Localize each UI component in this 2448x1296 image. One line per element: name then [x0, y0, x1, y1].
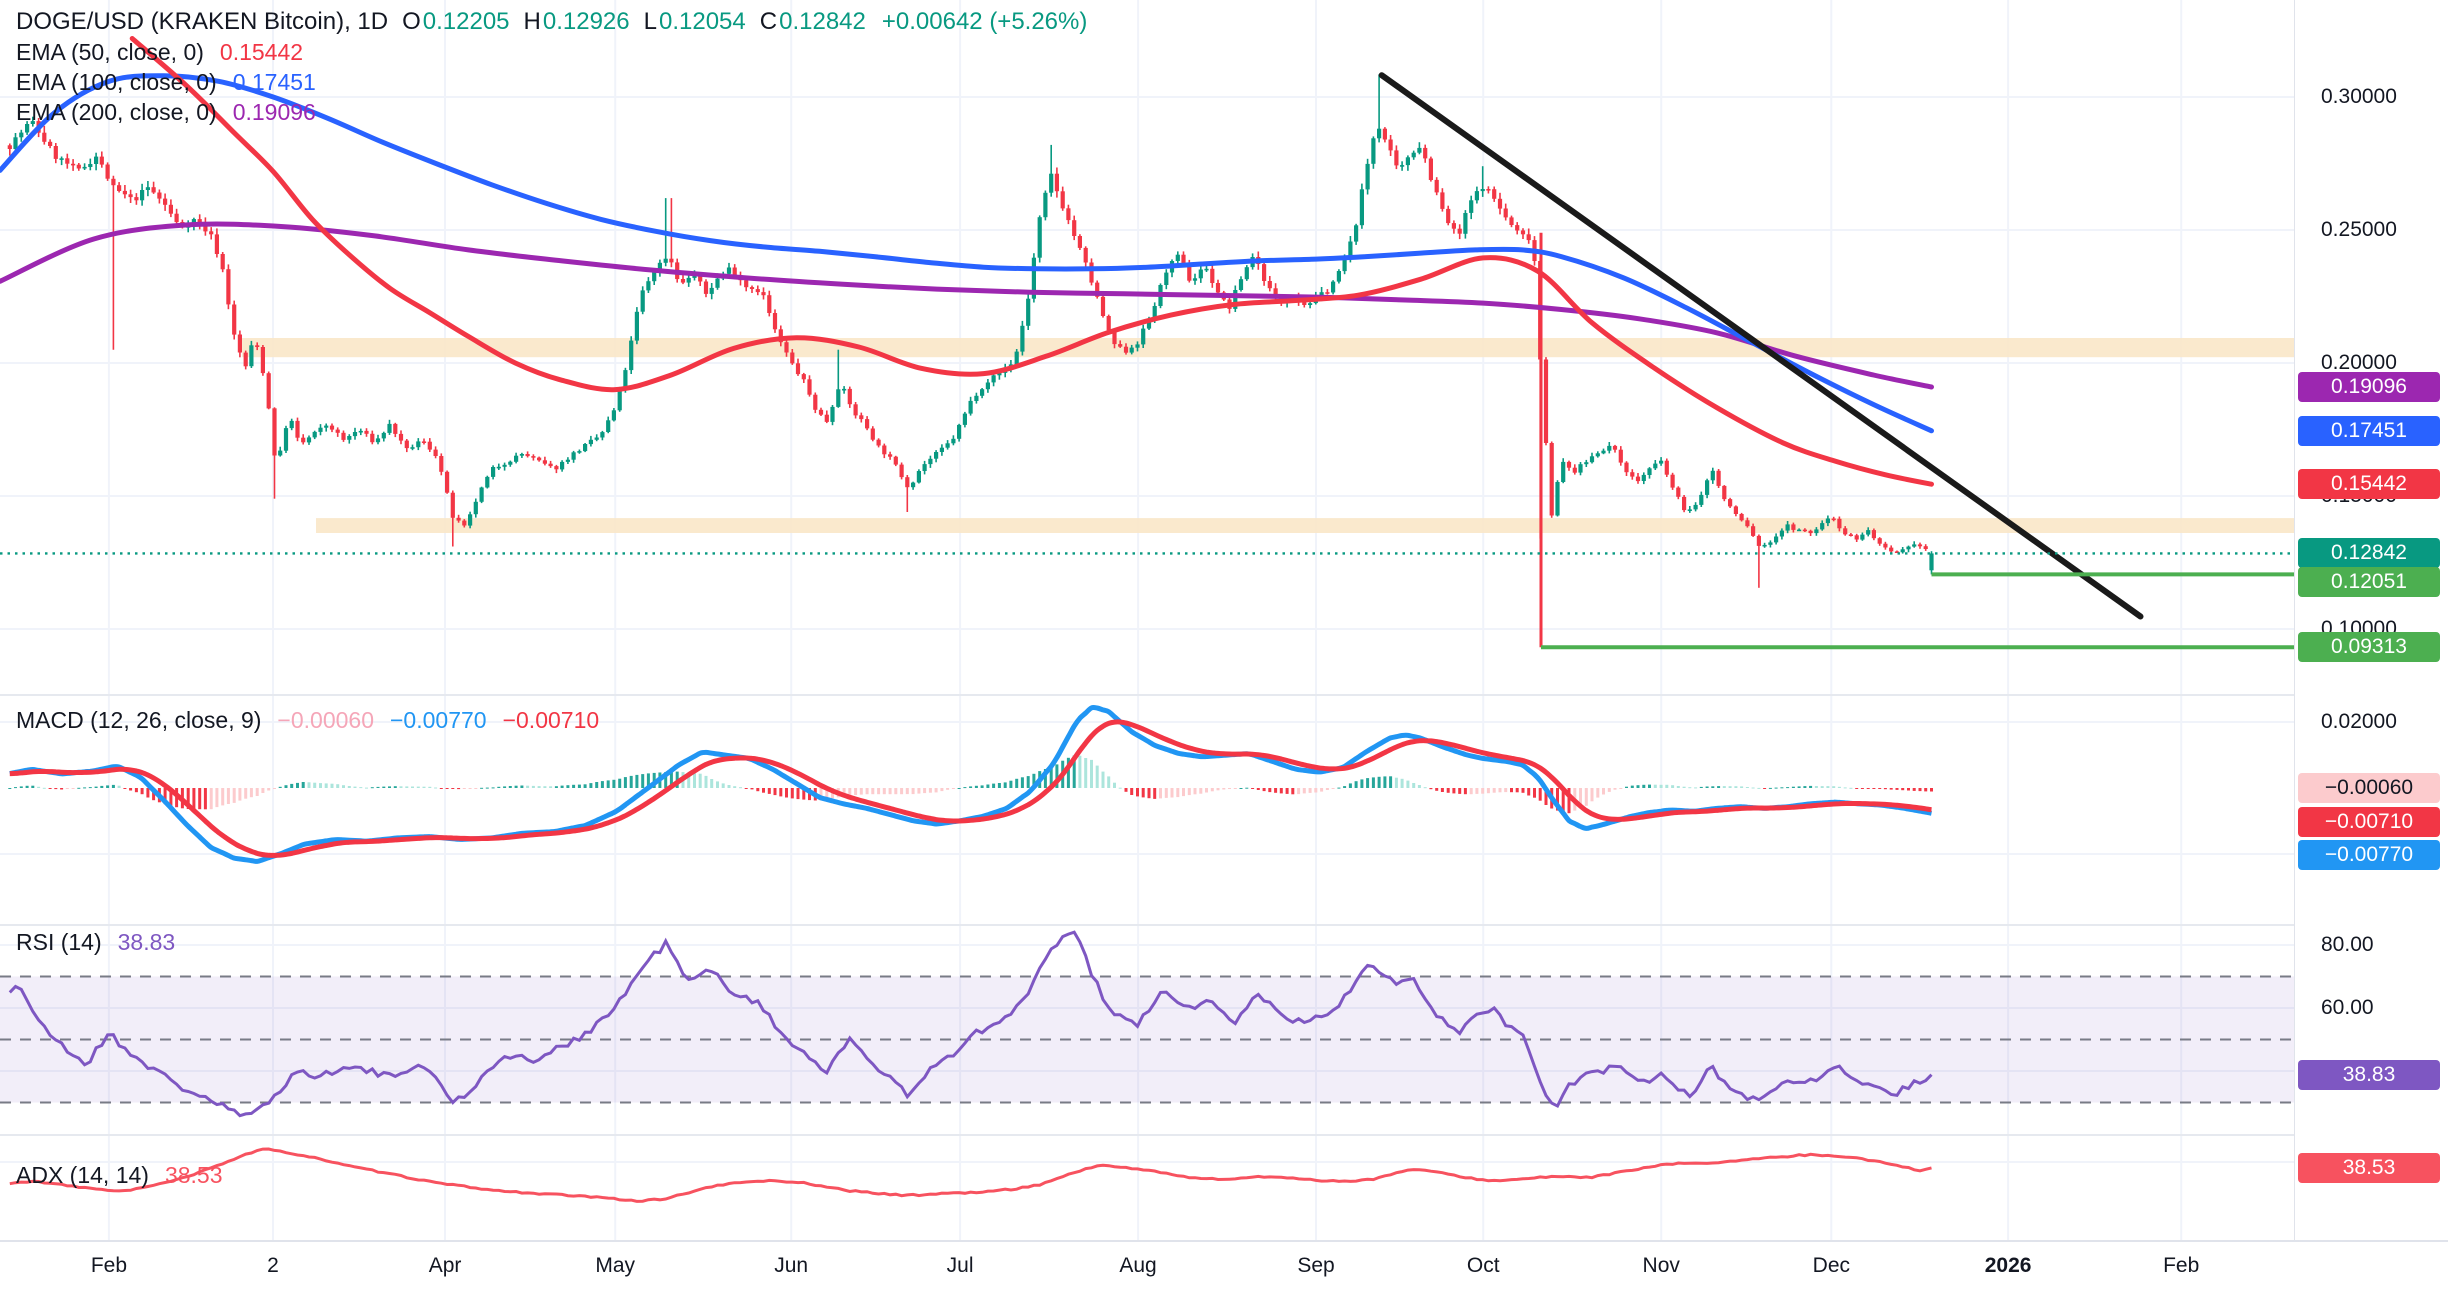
- price-badge: 0.19096: [2298, 372, 2440, 403]
- symbol-row: DOGE/USD (KRAKEN Bitcoin), 1D O0.12205 H0…: [16, 8, 1087, 36]
- adx-label: ADX (14, 14): [16, 1162, 149, 1188]
- time-axis-label: Jul: [946, 1254, 974, 1277]
- time-axis-label: Oct: [1466, 1254, 1500, 1277]
- gridlines: [0, 0, 2295, 1240]
- ema50-line: [129, 36, 1934, 487]
- time-axis-label: Apr: [428, 1254, 462, 1277]
- price-badge: 0.17451: [2298, 415, 2440, 446]
- macd-badge: −0.00770: [2298, 840, 2440, 870]
- ohlc-letter: O: [402, 8, 421, 35]
- macd-histogram: [8, 755, 1933, 814]
- macd-value: −0.00710: [502, 707, 600, 733]
- ohlc-letter: H: [523, 8, 541, 35]
- ohlc-value: 0.12842: [779, 8, 866, 35]
- time-axis-label: Feb: [90, 1254, 128, 1277]
- price-badge: 0.09313: [2298, 632, 2440, 663]
- adx-value: 38.53: [164, 1162, 223, 1188]
- ema200-line: [0, 221, 1934, 390]
- ema200-value: 0.19096: [232, 99, 316, 125]
- macd-value: −0.00060: [277, 707, 374, 733]
- price-badge: 0.12842: [2298, 538, 2440, 569]
- price-axis-label: 0.20000: [2321, 351, 2397, 374]
- ohlc-values: O0.12205 H0.12926 L0.12054 C0.12842: [388, 8, 866, 36]
- ema50-label: EMA (50, close, 0): [16, 39, 204, 65]
- macd-badge: −0.00710: [2298, 807, 2440, 837]
- ema100-value: 0.17451: [232, 69, 316, 95]
- price-badge: 0.15442: [2298, 469, 2440, 500]
- time-axis-label: 2: [267, 1254, 279, 1277]
- macd-legend[interactable]: MACD (12, 26, close, 9) −0.00060 −0.00770…: [16, 707, 599, 734]
- macd-badge: −0.00060: [2298, 773, 2440, 803]
- ohlc-letter: C: [759, 8, 778, 35]
- rsi-line: [8, 930, 1933, 1118]
- ema50-value: 0.15442: [219, 39, 304, 65]
- time-axis-label: May: [595, 1254, 636, 1277]
- macd-value: −0.00770: [390, 707, 487, 733]
- price-scale[interactable]: 0.300000.250000.200000.150000.100000.020…: [2295, 0, 2448, 1240]
- ohlc-value: 0.12054: [659, 8, 746, 35]
- adx-pane: [9, 1147, 1932, 1203]
- time-scale[interactable]: Feb 2 Apr May Jun Jul Aug Sep Oct Nov Dec 2026 Feb: [0, 1240, 2448, 1296]
- ema200-label: EMA (200, close, 0): [16, 99, 217, 125]
- time-axis-label: Aug: [1119, 1254, 1157, 1277]
- rsi-pane: [0, 930, 2295, 1118]
- rsi-value: 38.83: [117, 929, 176, 955]
- ohlc-value: 0.12205: [422, 8, 510, 35]
- rsi-legend[interactable]: RSI (14) 38.83: [16, 929, 175, 956]
- rsi-badge: 38.83: [2298, 1059, 2440, 1090]
- adx-line: [9, 1147, 1932, 1203]
- time-axis-label: Nov: [1642, 1254, 1680, 1277]
- ema100-legend[interactable]: EMA (100, close, 0) 0.17451: [16, 69, 316, 96]
- macd-signal-line: [9, 719, 1932, 858]
- change-value: +0.00642 (+5.26%): [881, 8, 1088, 35]
- macd-values: −0.00060 −0.00770 −0.00710: [261, 707, 599, 734]
- rsi-label: RSI (14): [16, 929, 102, 955]
- time-axis-label: Sep: [1297, 1254, 1335, 1277]
- ema200-legend[interactable]: EMA (200, close, 0) 0.19096: [16, 99, 316, 126]
- price-axis-label: 0.30000: [2321, 85, 2397, 108]
- ohlc-letter: L: [643, 8, 657, 35]
- price-pane: [0, 36, 2295, 650]
- rsi-axis-label: 60.00: [2321, 996, 2374, 1019]
- descending-trendline: [1378, 72, 2144, 620]
- rsi-axis-label: 80.00: [2321, 933, 2374, 956]
- symbol-title[interactable]: DOGE/USD (KRAKEN Bitcoin), 1D: [16, 8, 389, 35]
- price-badge: 0.12051: [2298, 567, 2440, 598]
- macd-label: MACD (12, 26, close, 9): [16, 707, 262, 733]
- price-axis-label: 0.25000: [2321, 218, 2397, 241]
- candles: [7, 74, 1934, 588]
- adx-badge: 38.53: [2298, 1153, 2440, 1183]
- time-axis-label: 2026: [1984, 1254, 2032, 1277]
- macd-axis-label: 0.02000: [2321, 710, 2397, 733]
- supply-demand-zone: [316, 518, 2295, 533]
- time-axis-label: Jun: [774, 1254, 809, 1277]
- ohlc-value: 0.12926: [542, 8, 630, 35]
- time-axis-label: Feb: [2163, 1254, 2200, 1277]
- supply-demand-zone: [242, 338, 2295, 358]
- macd-pane: [8, 704, 1933, 864]
- ema50-legend[interactable]: EMA (50, close, 0) 0.15442: [16, 39, 303, 66]
- ema100-label: EMA (100, close, 0): [16, 69, 217, 95]
- ema100-line: [0, 73, 1934, 434]
- adx-legend[interactable]: ADX (14, 14) 38.53: [16, 1162, 223, 1189]
- time-axis-label: Dec: [1812, 1254, 1851, 1277]
